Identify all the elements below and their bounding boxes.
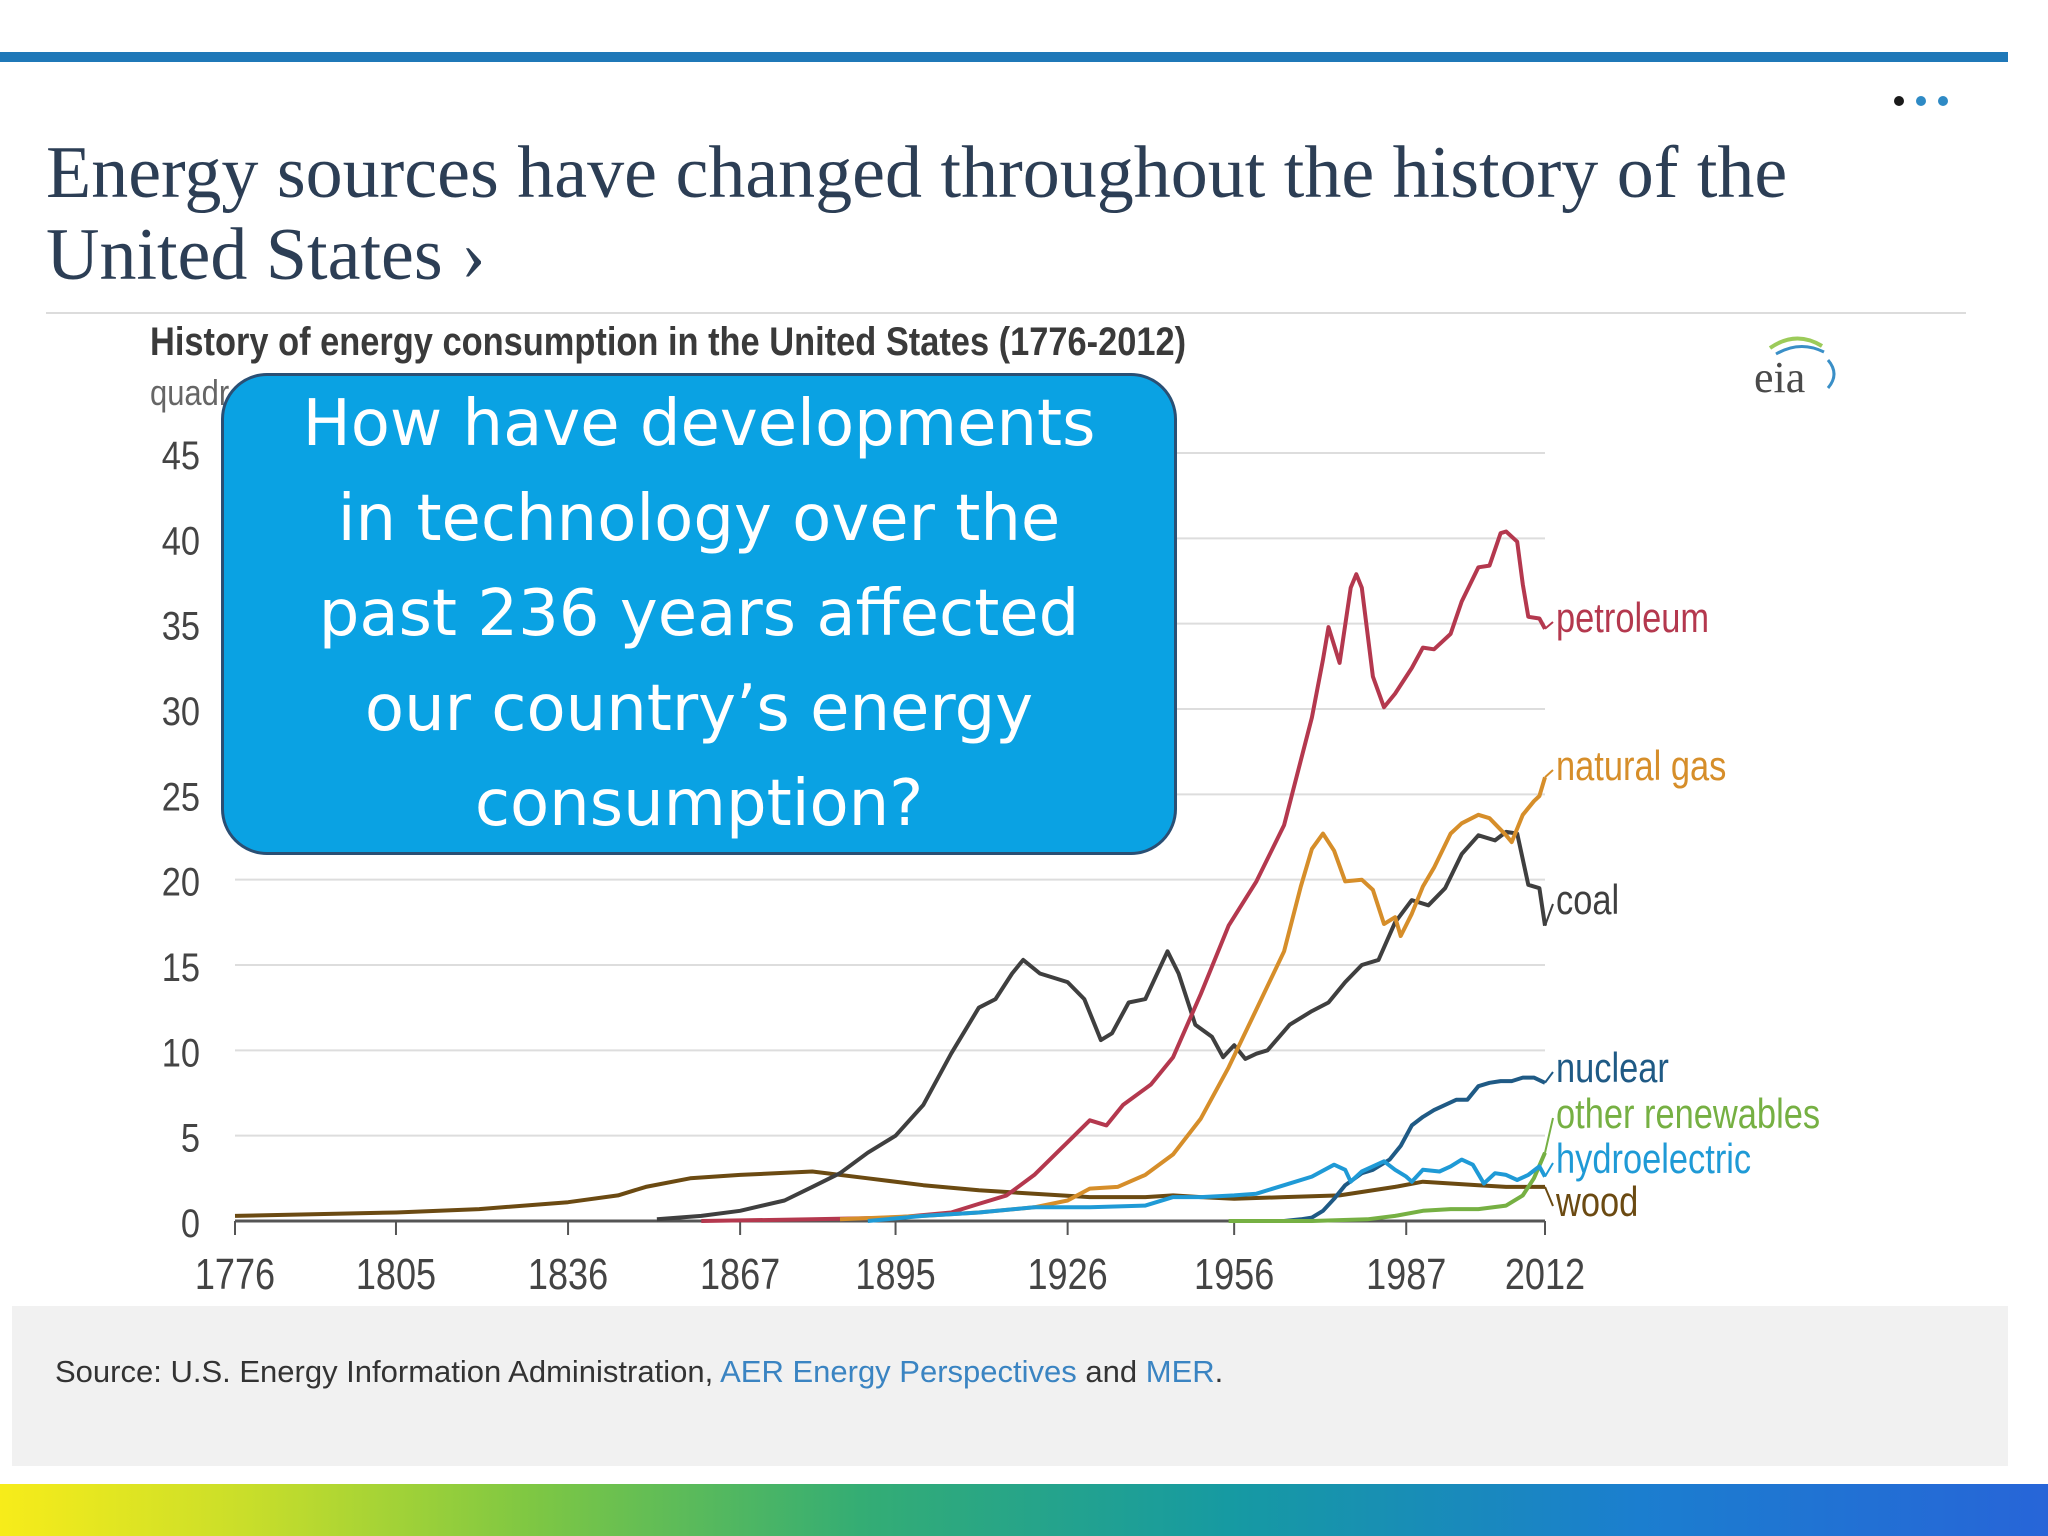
series-leader-line — [1544, 1071, 1554, 1084]
x-tick-label: 2012 — [1505, 1250, 1585, 1299]
y-axis-unit: quadr — [150, 372, 230, 413]
series-line-hydroelectric — [867, 1157, 1547, 1223]
eia-logo-icon: eia — [1754, 336, 1836, 402]
x-tick-label: 1805 — [356, 1250, 436, 1299]
slide-heading[interactable]: Energy sources have changed throughout t… — [46, 132, 1788, 296]
series-leader-line — [1544, 1186, 1554, 1207]
series-label-coal: coal — [1556, 877, 1619, 924]
top-accent-rule — [0, 52, 2008, 62]
page-dot[interactable] — [1938, 96, 1948, 106]
series-line-petroleum — [701, 529, 1547, 1223]
series-line-other-renewables — [1228, 1151, 1547, 1223]
chart-title: History of energy consumption in the Uni… — [150, 320, 1187, 364]
series-leader-line — [1544, 769, 1554, 779]
source-prefix: Source: U.S. Energy Information Administ… — [55, 1354, 714, 1389]
series-label-natural-gas: natural gas — [1556, 743, 1726, 790]
mer-link[interactable]: MER — [1145, 1354, 1215, 1389]
series-leader-line — [1544, 621, 1554, 630]
page-dots[interactable] — [1894, 96, 1948, 106]
aer-energy-perspectives-link[interactable]: AER Energy Perspectives — [720, 1354, 1077, 1389]
source-and: and — [1085, 1354, 1138, 1389]
rainbow-footer-bar — [0, 1484, 2048, 1536]
y-tick-label: 15 — [162, 945, 200, 990]
series-leader-line — [1544, 1162, 1554, 1178]
series-label-nuclear: nuclear — [1556, 1045, 1669, 1092]
eia-logo-text: eia — [1754, 353, 1805, 402]
source-line: Source: U.S. Energy Information Administ… — [55, 1354, 1223, 1390]
series-line-nuclear — [1239, 1075, 1546, 1223]
series-label-other-renewables: other renewables — [1556, 1091, 1820, 1138]
series-label-hydroelectric: hydroelectric — [1556, 1136, 1751, 1183]
series-label-wood: wood — [1555, 1179, 1638, 1226]
y-tick-label: 45 — [162, 433, 200, 478]
x-tick-label: 1895 — [855, 1250, 935, 1299]
series-line-wood — [234, 1169, 1545, 1218]
series-leader-line — [1544, 903, 1554, 927]
x-tick-label: 1776 — [195, 1250, 275, 1299]
y-tick-label: 20 — [162, 859, 200, 904]
x-tick-label: 1926 — [1028, 1250, 1108, 1299]
source-band — [12, 1306, 2008, 1466]
y-tick-label: 0 — [181, 1201, 200, 1246]
y-tick-label: 10 — [162, 1030, 200, 1075]
callout-text: How have developments in technology over… — [302, 386, 1096, 841]
question-callout[interactable]: How have developments in technology over… — [221, 373, 1177, 855]
source-end: . — [1214, 1354, 1224, 1389]
series-line-coal — [656, 829, 1547, 1222]
x-tick-label: 1836 — [528, 1250, 608, 1299]
x-tick-label: 1867 — [700, 1250, 780, 1299]
heading-divider — [46, 312, 1966, 314]
x-tick-label: 1956 — [1194, 1250, 1274, 1299]
y-tick-label: 5 — [181, 1115, 200, 1160]
y-tick-label: 30 — [162, 689, 200, 734]
series-line-natural-gas — [839, 776, 1547, 1222]
x-tick-label: 1987 — [1366, 1250, 1446, 1299]
y-tick-label: 25 — [162, 774, 200, 819]
series-leader-line — [1544, 1117, 1554, 1153]
page-dot[interactable] — [1894, 96, 1904, 106]
page-dot[interactable] — [1916, 96, 1926, 106]
y-tick-label: 40 — [162, 518, 200, 563]
y-tick-label: 35 — [162, 603, 200, 648]
series-label-petroleum: petroleum — [1556, 595, 1709, 642]
